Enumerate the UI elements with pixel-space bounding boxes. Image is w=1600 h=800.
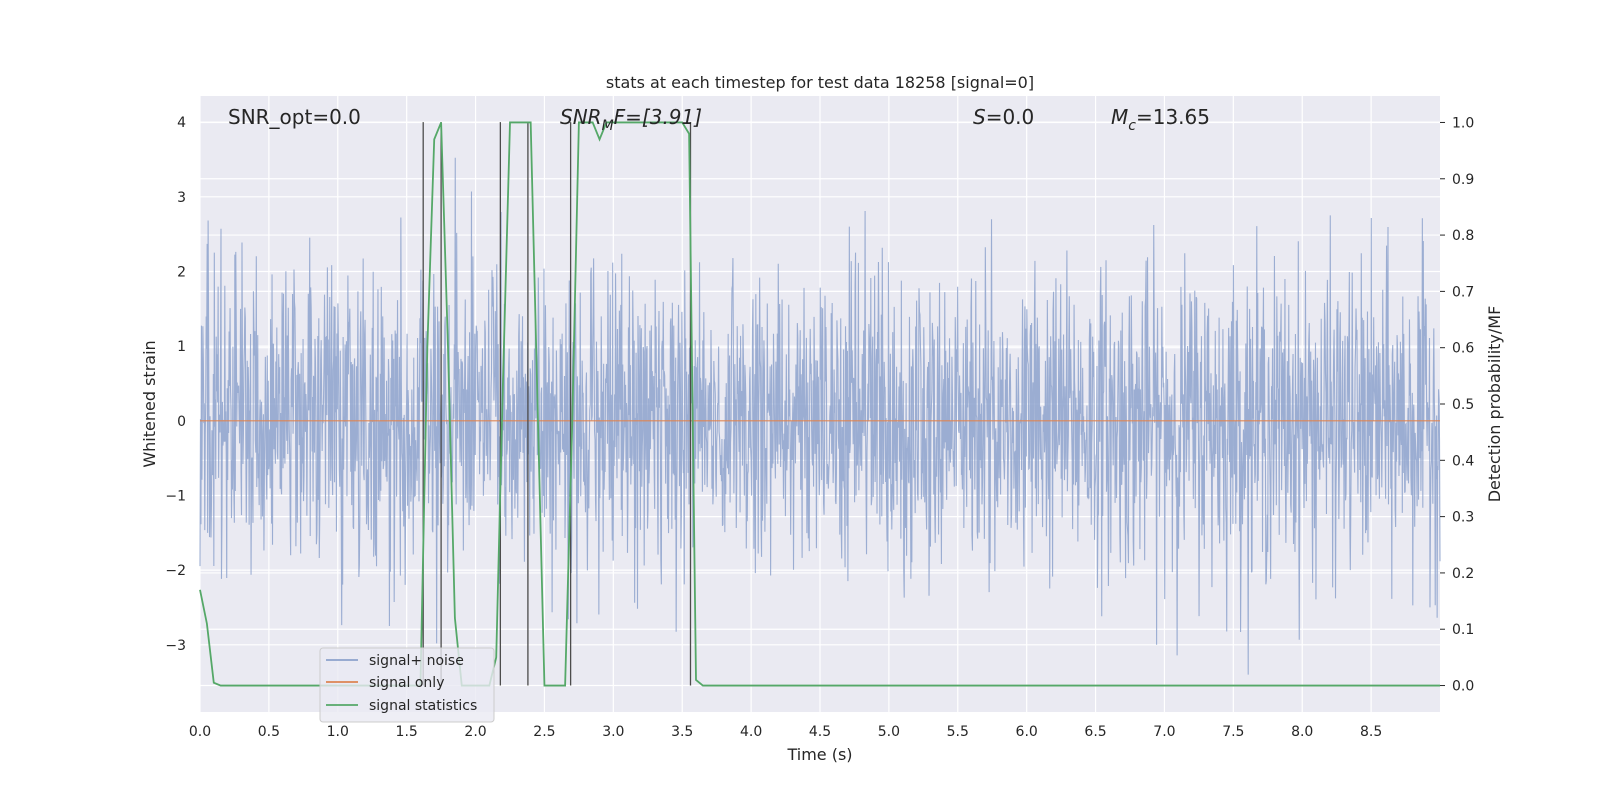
x-tick-label: 3.0 bbox=[602, 724, 624, 740]
x-tick-label: 4.5 bbox=[809, 724, 831, 740]
y-tick-label-left: 0 bbox=[177, 414, 186, 430]
y-tick-label-right: 0.7 bbox=[1452, 284, 1474, 300]
y-tick-label-left: 1 bbox=[177, 339, 186, 355]
y-tick-label-right: 0.6 bbox=[1452, 341, 1474, 357]
x-tick-label: 4.0 bbox=[740, 724, 762, 740]
s-rest: =0.0 bbox=[986, 105, 1035, 129]
y-tick-label-left: −3 bbox=[165, 638, 186, 654]
mc-annotation: Mc=13.65 bbox=[1111, 105, 1210, 134]
y-tick-label-right: 0.9 bbox=[1452, 172, 1474, 188]
y-tick-label-left: −1 bbox=[165, 488, 186, 504]
snr-mf-sub: M bbox=[602, 118, 614, 134]
y-tick-label-left: 4 bbox=[177, 115, 186, 131]
x-tick-label: 6.0 bbox=[1016, 724, 1038, 740]
snr-mf-main: SNR bbox=[560, 105, 602, 129]
y-tick-label-right: 0.1 bbox=[1452, 622, 1474, 638]
x-axis-label: Time (s) bbox=[786, 745, 852, 764]
x-tick-label: 5.0 bbox=[878, 724, 900, 740]
y-axis-label-left: Whitened strain bbox=[140, 340, 159, 467]
snr-mf-annotation: SNRMF=[3.91] bbox=[560, 105, 702, 134]
s-annotation: S=0.0 bbox=[973, 105, 1034, 129]
x-tick-label: 2.5 bbox=[533, 724, 555, 740]
x-tick-label: 3.5 bbox=[671, 724, 693, 740]
x-ticks: 0.0 0.5 1.0 1.5 2.0 2.5 3.0 3.5 4.0 4.5 5.0 5.5 6.0 6… bbox=[189, 724, 1382, 740]
y-axis-label-right: Detection probability/MF bbox=[1485, 306, 1504, 503]
snr-mf-rest: F=[3.91] bbox=[614, 105, 702, 129]
mc-sub: c bbox=[1128, 118, 1136, 134]
x-tick-label: 0.5 bbox=[258, 724, 280, 740]
y-ticks-left: 4 3 2 1 0 −1 −2 −3 bbox=[165, 115, 186, 654]
y-tick-label-right: 1.0 bbox=[1452, 115, 1474, 131]
legend: signal+ noise signal only signal statist… bbox=[319, 647, 495, 723]
x-tick-label: 7.5 bbox=[1222, 724, 1244, 740]
legend-label-noise: signal+ noise bbox=[369, 653, 464, 669]
signal-statistics-path bbox=[199, 121, 1440, 687]
y-tick-label-right: 0.2 bbox=[1452, 566, 1474, 582]
signal-statistics-series bbox=[199, 121, 1440, 687]
noise-path bbox=[199, 157, 1441, 675]
s-main: S bbox=[973, 105, 986, 129]
x-tick-label: 0.0 bbox=[189, 724, 211, 740]
x-tick-label: 8.5 bbox=[1360, 724, 1382, 740]
y-tick-label-right: 0.0 bbox=[1452, 679, 1474, 695]
y-tick-label-right: 0.8 bbox=[1452, 228, 1474, 244]
y-tick-label-right: 0.4 bbox=[1452, 453, 1474, 469]
x-tick-label: 1.5 bbox=[396, 724, 418, 740]
y-tick-label-right: 0.5 bbox=[1452, 397, 1474, 413]
y-tick-label-left: 2 bbox=[177, 264, 186, 280]
x-tick-label: 1.0 bbox=[327, 724, 349, 740]
y-tick-label-right: 0.3 bbox=[1452, 510, 1474, 526]
x-tick-label: 7.0 bbox=[1153, 724, 1175, 740]
mc-rest: =13.65 bbox=[1136, 105, 1210, 129]
noise-series bbox=[199, 157, 1441, 675]
y-tick-label-left: 3 bbox=[177, 190, 186, 206]
y-ticks-right: 1.0 0.9 0.8 0.7 0.6 0.5 0.4 0.3 0.2 0.1 0.0 bbox=[1440, 115, 1474, 695]
snr-opt-annotation: SNR_opt=0.0 bbox=[228, 105, 361, 129]
x-tick-label: 2.0 bbox=[464, 724, 486, 740]
legend-box bbox=[319, 647, 495, 723]
marker-lines bbox=[422, 122, 692, 686]
x-tick-label: 6.5 bbox=[1084, 724, 1106, 740]
legend-label-stats: signal statistics bbox=[369, 698, 477, 714]
mc-main: M bbox=[1111, 105, 1128, 129]
legend-label-signal-only: signal only bbox=[369, 675, 444, 691]
chart-title: stats at each timestep for test data 182… bbox=[606, 73, 1034, 92]
y-tick-label-left: −2 bbox=[165, 563, 186, 579]
x-tick-label: 5.5 bbox=[947, 724, 969, 740]
x-tick-label: 8.0 bbox=[1291, 724, 1313, 740]
